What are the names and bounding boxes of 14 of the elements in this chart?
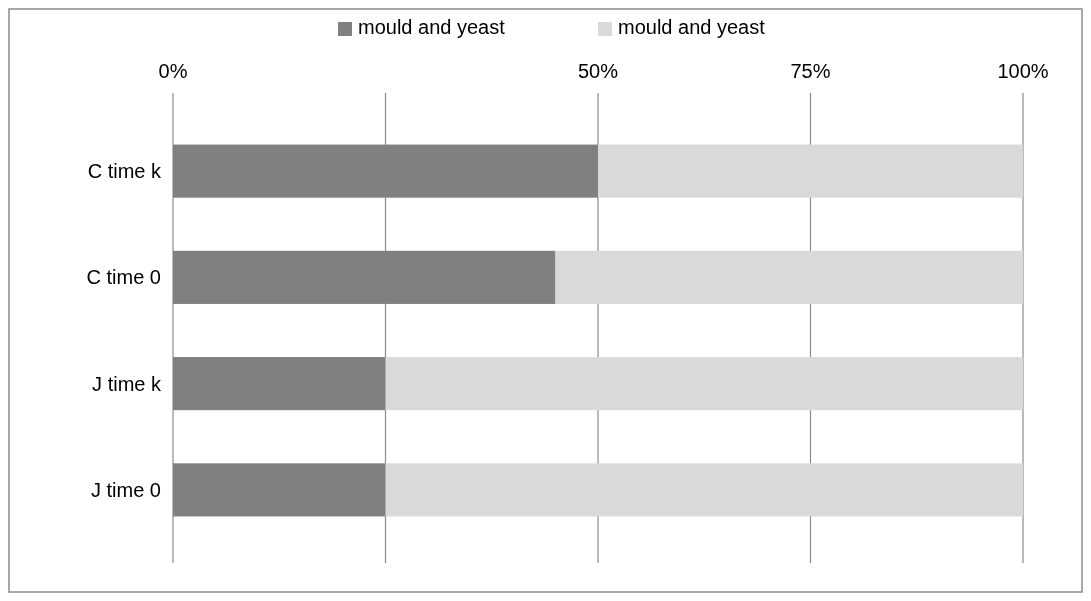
- bar: [385, 357, 1023, 411]
- y-tick-label: C time 0: [86, 266, 161, 289]
- y-tick-label: J time 0: [90, 478, 161, 501]
- bar: [555, 250, 1023, 304]
- x-tick-label: 0%: [158, 60, 188, 82]
- x-tick-label: 50%: [577, 60, 619, 82]
- x-tick-label: 75%: [790, 60, 831, 82]
- y-tick-label: C time k: [87, 160, 162, 183]
- bar: [385, 463, 1023, 517]
- bar: [598, 144, 1023, 198]
- x-tick-label: 100%: [997, 60, 1049, 82]
- y-tick-label: J time k: [92, 372, 162, 395]
- legend-label: mould and yeast: [358, 16, 506, 38]
- legend-label: mould and yeast: [618, 16, 766, 38]
